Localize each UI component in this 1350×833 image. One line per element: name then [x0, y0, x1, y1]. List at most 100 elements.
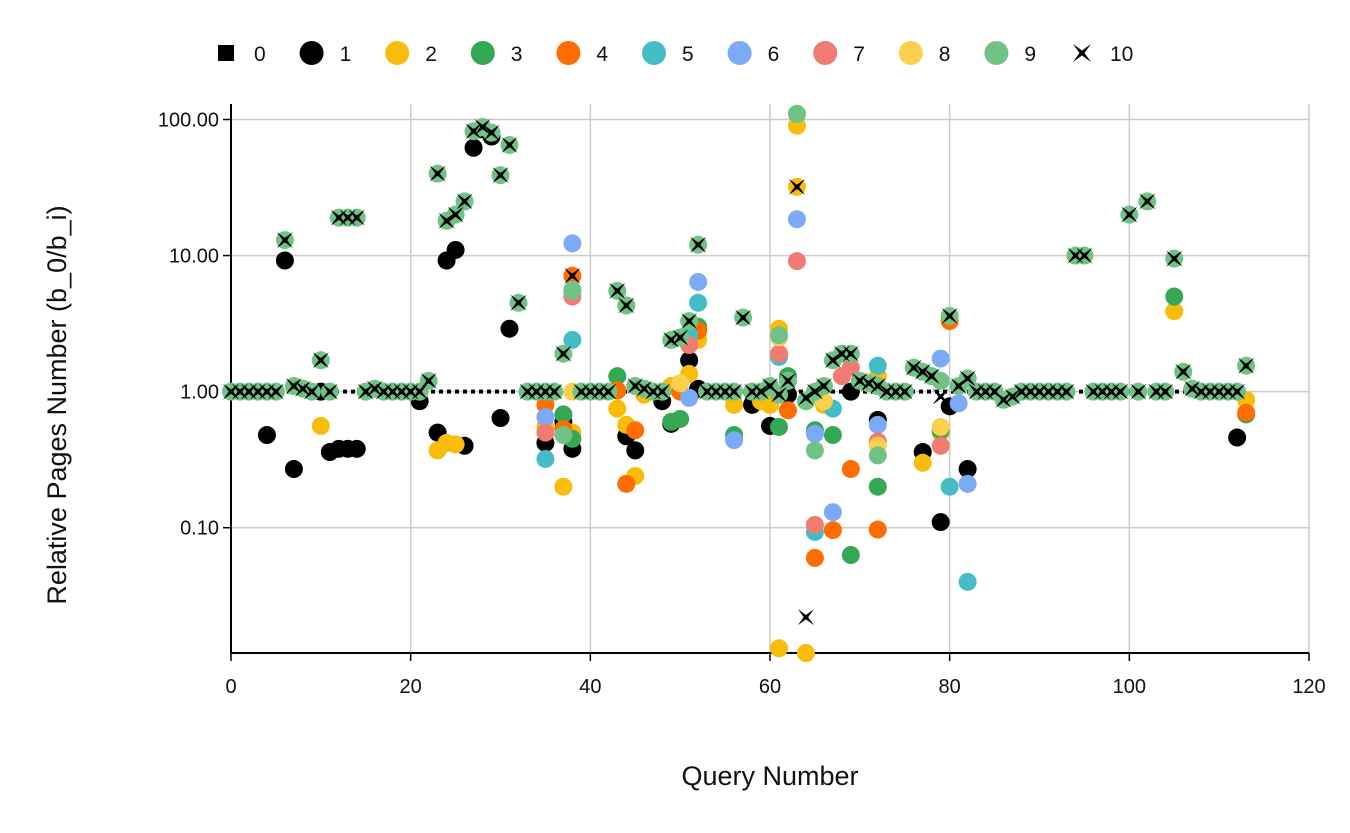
series-points [222, 104, 1256, 662]
data-point [1165, 302, 1184, 321]
data-point [626, 441, 645, 460]
data-point [420, 372, 437, 389]
data-point [913, 453, 932, 472]
data-point [735, 309, 752, 326]
data-point [787, 104, 806, 123]
legend-label: 8 [939, 43, 951, 66]
data-point [1237, 403, 1256, 422]
data-point [823, 521, 842, 540]
legend-item-1[interactable]: 1 [299, 41, 352, 66]
data-point [841, 358, 860, 377]
legend-item-3[interactable]: 3 [470, 41, 523, 66]
data-point [311, 416, 330, 435]
data-point [563, 280, 582, 299]
data-point [366, 380, 383, 397]
legend-label: 5 [682, 43, 694, 66]
legend-marker-circle [727, 41, 752, 65]
x-tick-labels: 0 20 40 60 80 100 120 [225, 676, 1325, 698]
data-point [842, 345, 859, 362]
legend-label: 1 [340, 43, 352, 66]
data-point [501, 136, 518, 153]
y-tick-labels: 0.10 1.00 10.00 100.00 [158, 110, 219, 540]
data-point [931, 417, 950, 436]
data-point [1175, 363, 1192, 380]
data-point [1130, 383, 1147, 400]
data-point [294, 380, 311, 397]
legend-item-2[interactable]: 2 [385, 41, 437, 66]
legend-label: 3 [511, 43, 523, 66]
data-point [284, 460, 303, 479]
legend-item-10[interactable]: 10 [1073, 43, 1133, 66]
data-point [267, 383, 284, 400]
data-point [447, 206, 464, 223]
data-point [1121, 206, 1138, 223]
data-point [896, 383, 913, 400]
data-point [357, 383, 374, 400]
legend-item-6[interactable]: 6 [727, 41, 780, 66]
data-point [1058, 383, 1075, 400]
data-point [618, 297, 635, 314]
legend-item-0[interactable]: 0 [218, 43, 266, 66]
data-point [321, 383, 338, 400]
series-3 [554, 287, 1256, 565]
data-point [689, 272, 708, 291]
data-point [796, 644, 815, 662]
data-point [868, 477, 887, 496]
data-point [787, 210, 806, 229]
data-point [654, 383, 671, 400]
data-point [1228, 428, 1247, 447]
data-point [805, 441, 824, 460]
data-point [474, 119, 491, 136]
data-point [940, 477, 959, 496]
data-point [491, 409, 510, 428]
y-axis-title: Relative Pages Number (b_0/b_i) [42, 205, 72, 604]
data-point [609, 282, 626, 299]
y-tick-label: 100.00 [158, 110, 219, 132]
grid-lines [231, 104, 1310, 653]
data-point [787, 252, 806, 271]
data-point [778, 401, 797, 420]
data-point [275, 251, 294, 270]
data-point [753, 383, 770, 400]
legend-item-9[interactable]: 9 [984, 41, 1036, 66]
data-point [303, 383, 320, 400]
data-point [536, 408, 555, 427]
data-point [1157, 383, 1174, 400]
legend-item-5[interactable]: 5 [642, 41, 694, 66]
data-point [636, 380, 653, 397]
data-point [1139, 193, 1156, 210]
x-tick-label: 20 [400, 676, 422, 698]
legend-item-4[interactable]: 4 [556, 41, 608, 66]
legend-marker-circle [556, 41, 581, 65]
legend-marker-circle [299, 41, 324, 65]
legend-label: 0 [254, 43, 266, 66]
data-point [868, 356, 887, 375]
data-point [465, 123, 482, 140]
data-point [905, 359, 922, 376]
data-point [769, 344, 788, 363]
data-point [680, 388, 699, 407]
legend[interactable]: 0 1 2 3 4 5 6 7 8 9 10 [218, 41, 1133, 66]
data-point [958, 572, 977, 591]
data-point [563, 234, 582, 253]
data-point [959, 370, 976, 387]
legend-marker-circle [813, 41, 838, 65]
legend-label: 9 [1024, 43, 1036, 66]
data-point [823, 426, 842, 445]
legend-item-7[interactable]: 7 [813, 41, 865, 66]
data-point [564, 267, 581, 284]
data-point [823, 503, 842, 522]
data-point [429, 165, 446, 182]
data-point [1165, 287, 1184, 306]
data-point [797, 609, 814, 626]
data-point [725, 431, 744, 450]
series-4 [536, 266, 1256, 567]
y-tick-label: 0.10 [180, 518, 219, 540]
data-point [663, 331, 680, 348]
legend-item-8[interactable]: 8 [898, 41, 951, 66]
data-point [869, 378, 886, 395]
x-axis-title: Query Number [681, 761, 858, 791]
data-point [851, 372, 868, 389]
legend-marker-square [218, 45, 234, 61]
data-point [536, 423, 555, 442]
